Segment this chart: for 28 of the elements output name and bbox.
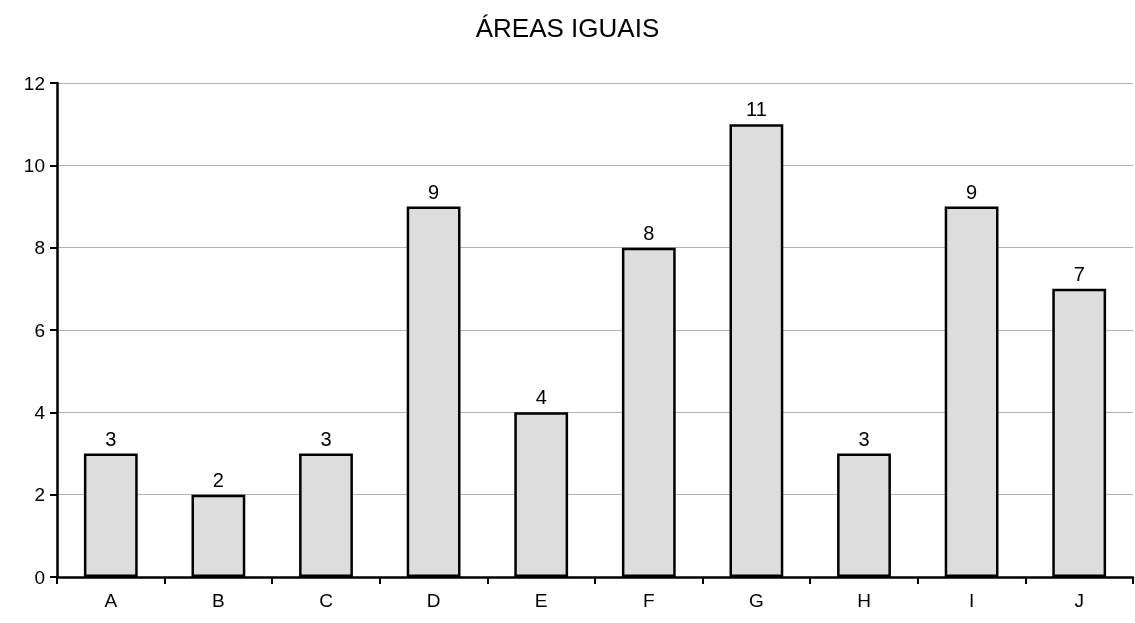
data-label: 9 (966, 180, 978, 203)
x-tick-label: D (426, 590, 441, 611)
x-tick-label: G (749, 590, 764, 611)
data-label: 4 (535, 386, 547, 409)
data-label: 2 (212, 468, 224, 491)
y-tick-label: 4 (34, 401, 46, 423)
data-label: 3 (858, 427, 870, 450)
chart-title: ÁREAS IGUAIS (475, 13, 660, 43)
x-tick-label: I (968, 590, 975, 611)
y-tick-label: 10 (23, 154, 45, 176)
y-tick-label: 6 (34, 319, 45, 341)
x-tick-label: B (212, 590, 225, 611)
y-tick-label: 0 (34, 566, 45, 588)
data-label: 8 (643, 221, 655, 244)
x-tick-label: F (643, 590, 655, 611)
x-tick-label: E (534, 590, 548, 611)
data-label: 3 (105, 427, 117, 450)
x-tick-label: A (104, 590, 118, 611)
y-tick-label: 12 (23, 72, 45, 94)
data-label: 11 (746, 98, 767, 121)
x-tick-label: H (857, 590, 871, 611)
data-label: 7 (1073, 262, 1085, 285)
y-tick-label: 8 (34, 237, 45, 259)
y-tick-label: 2 (34, 484, 45, 506)
data-label: 9 (428, 180, 440, 203)
x-tick-label: J (1074, 590, 1084, 611)
x-tick-label: C (319, 590, 333, 611)
data-label: 3 (320, 427, 332, 450)
